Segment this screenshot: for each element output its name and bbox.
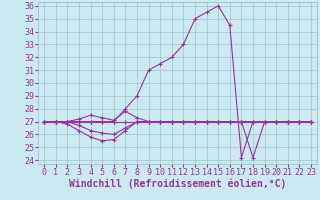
X-axis label: Windchill (Refroidissement éolien,°C): Windchill (Refroidissement éolien,°C) xyxy=(69,179,286,189)
